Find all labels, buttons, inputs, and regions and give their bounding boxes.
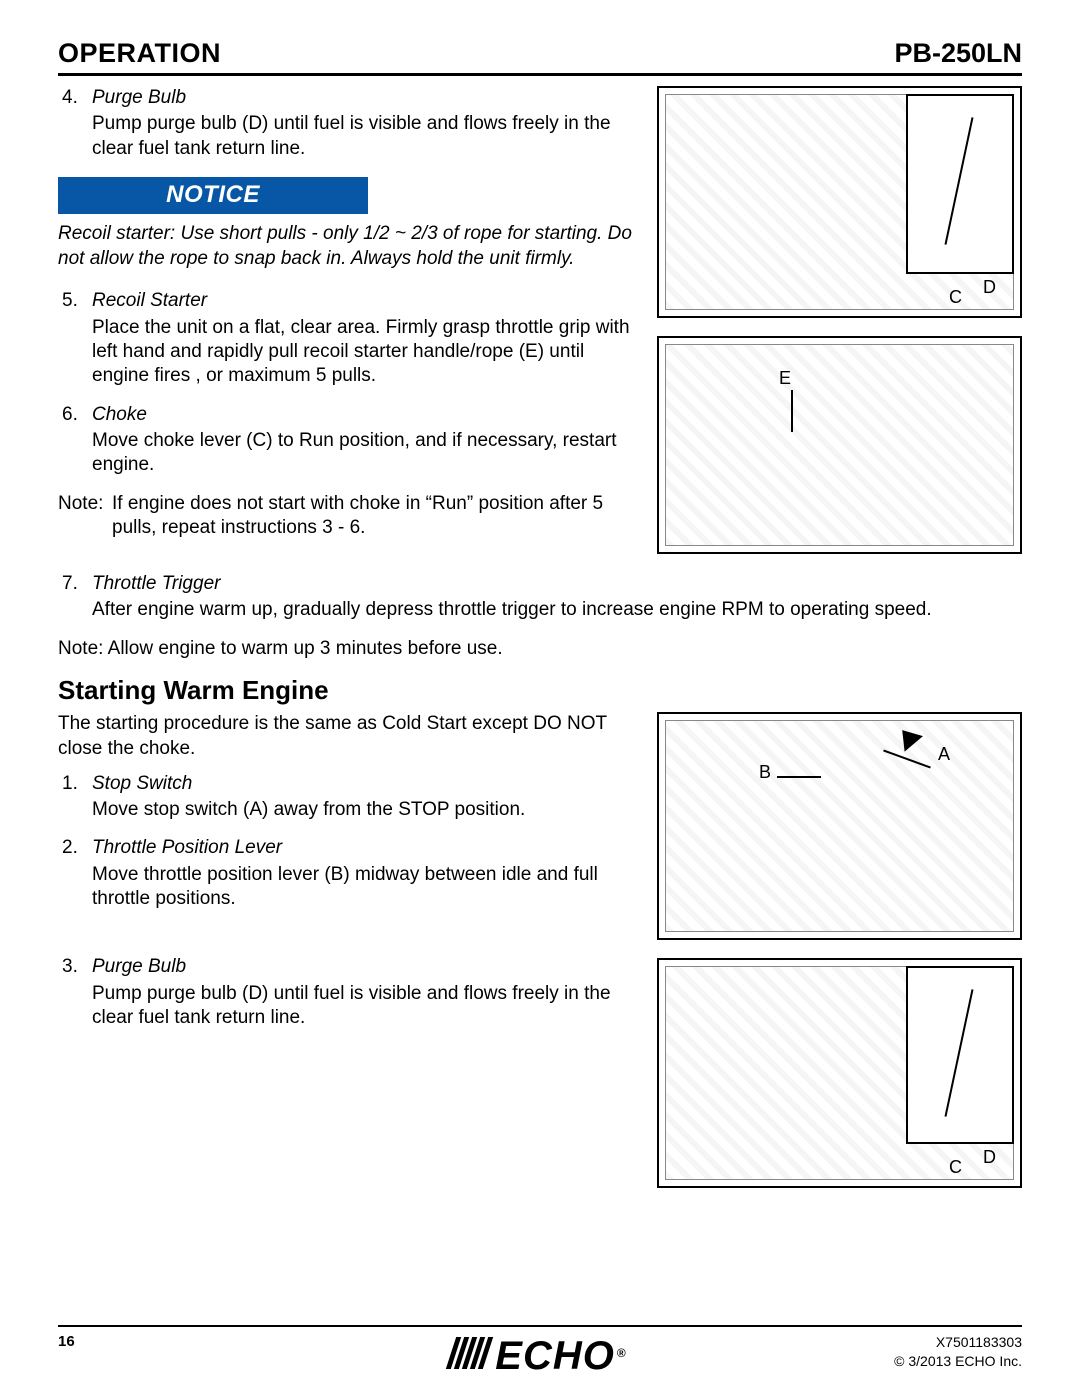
step-text: After engine warm up, gradually depress … xyxy=(92,598,1022,622)
note-text: Allow engine to warm up 3 minutes before… xyxy=(108,638,503,659)
logo-stripes-icon xyxy=(451,1334,491,1379)
step-number: 2. xyxy=(58,836,92,921)
note-label: Note: xyxy=(58,638,103,659)
logo-text: ECHO xyxy=(495,1334,615,1379)
note-2: Note: Allow engine to warm up 3 minutes … xyxy=(58,637,1022,662)
step-text: Pump purge bulb (D) until fuel is visibl… xyxy=(92,982,639,1031)
step-title: Choke xyxy=(92,403,639,427)
step-title: Recoil Starter xyxy=(92,289,639,313)
figure-label-b: B xyxy=(759,762,771,783)
step-5: 5. Recoil Starter Place the unit on a fl… xyxy=(58,289,639,398)
logo-registered: ® xyxy=(617,1346,627,1360)
notice-banner: NOTICE xyxy=(58,177,368,214)
warm-intro: The starting procedure is the same as Co… xyxy=(58,712,639,761)
step-text: Place the unit on a flat, clear area. Fi… xyxy=(92,316,639,389)
heading-warm-engine: Starting Warm Engine xyxy=(58,675,1022,706)
step-title: Purge Bulb xyxy=(92,86,639,110)
step-number: 6. xyxy=(58,403,92,488)
figure-label-d: D xyxy=(983,277,996,298)
note-label: Note: xyxy=(58,492,112,541)
figure-label-d: D xyxy=(983,1147,996,1168)
step-title: Throttle Trigger xyxy=(92,572,1022,596)
step-text: Pump purge bulb (D) until fuel is visibl… xyxy=(92,112,639,161)
warm-step-2: 2. Throttle Position Lever Move throttle… xyxy=(58,836,639,921)
page-header: OPERATION PB-250LN xyxy=(58,38,1022,76)
step-title: Throttle Position Lever xyxy=(92,836,639,860)
figure-handle-ab: A B xyxy=(657,712,1022,940)
section-title: OPERATION xyxy=(58,38,221,69)
figure-engine-cd-2: C D xyxy=(657,958,1022,1188)
warm-step-3: 3. Purge Bulb Pump purge bulb (D) until … xyxy=(58,955,639,1040)
warm-step-1: 1. Stop Switch Move stop switch (A) away… xyxy=(58,772,639,833)
step-7: 7. Throttle Trigger After engine warm up… xyxy=(58,572,1022,633)
figure-label-a: A xyxy=(938,744,950,765)
step-6: 6. Choke Move choke lever (C) to Run pos… xyxy=(58,403,639,488)
step-title: Purge Bulb xyxy=(92,955,639,979)
step-title: Stop Switch xyxy=(92,772,639,796)
figure-engine-cd: C D xyxy=(657,86,1022,318)
note-1: Note: If engine does not start with chok… xyxy=(58,492,639,541)
step-text: Move stop switch (A) away from the STOP … xyxy=(92,798,639,822)
step-number: 1. xyxy=(58,772,92,833)
model-number: PB-250LN xyxy=(894,38,1022,69)
step-number: 7. xyxy=(58,572,92,633)
step-number: 4. xyxy=(58,86,92,171)
figure-label-c: C xyxy=(949,1157,962,1178)
step-number: 3. xyxy=(58,955,92,1040)
note-text: If engine does not start with choke in “… xyxy=(112,492,639,541)
brand-logo: ECHO® xyxy=(0,1334,1080,1379)
step-4: 4. Purge Bulb Pump purge bulb (D) until … xyxy=(58,86,639,171)
notice-text: Recoil starter: Use short pulls - only 1… xyxy=(58,222,639,271)
figure-label-c: C xyxy=(949,287,962,308)
figure-blower-e: E xyxy=(657,336,1022,554)
figure-label-e: E xyxy=(779,368,791,389)
step-number: 5. xyxy=(58,289,92,398)
step-text: Move choke lever (C) to Run position, an… xyxy=(92,429,639,478)
step-text: Move throttle position lever (B) midway … xyxy=(92,863,639,912)
